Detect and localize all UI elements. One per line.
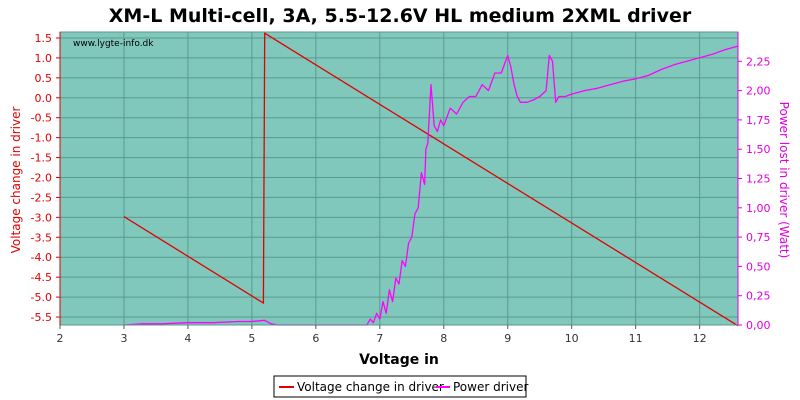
y-left-tick-label: 0.0 <box>35 92 53 105</box>
series-layer <box>123 32 739 327</box>
legend-label-power: Power driver <box>453 380 528 394</box>
y-right-tick-label: 0,00 <box>746 319 771 332</box>
legend: Voltage change in driver Power driver <box>273 375 528 398</box>
y-left-tick-label: -2.0 <box>31 172 52 185</box>
x-tick-label: 7 <box>376 332 383 345</box>
y-right-tick-label: 0,75 <box>746 231 771 244</box>
y-left-tick-label: -2.5 <box>31 191 52 204</box>
legend-box <box>273 375 527 398</box>
x-axis: 2 3 4 5 6 7 8 9 10 11 12 <box>57 325 707 345</box>
legend-label-voltage: Voltage change in driver <box>297 380 444 394</box>
y-right-tick-label: 1,25 <box>746 173 771 186</box>
chart-title: XM-L Multi-cell, 3A, 5.5-12.6V HL medium… <box>109 5 692 27</box>
y-right-tick-label: 1,00 <box>746 202 771 215</box>
y-left-tick-label: 1.5 <box>35 32 53 45</box>
y-right-tick-label: 2,00 <box>746 85 771 98</box>
y-left-tick-label: -4.5 <box>31 271 52 284</box>
x-tick-label: 6 <box>312 332 319 345</box>
y-left-tick-label: -1.5 <box>31 152 52 165</box>
y-left-tick-label: 1.0 <box>35 52 53 65</box>
y-left-tick-label: -4.0 <box>31 251 52 264</box>
y-right-tick-label: 0,50 <box>746 260 771 273</box>
watermark: www.lygte-info.dk <box>73 39 154 49</box>
y-axis-right-title: Power lost in driver (Watt) <box>777 102 791 259</box>
y-right-tick-label: 2,25 <box>746 55 771 68</box>
y-axis-right: 2,25 2,00 1,75 1,50 1,25 1,00 0,75 0,50 0,25 0,00 <box>737 32 771 332</box>
x-tick-label: 2 <box>57 332 64 345</box>
y-left-tick-label: 0.5 <box>35 72 53 85</box>
x-tick-label: 12 <box>693 332 707 345</box>
y-left-tick-label: -5.5 <box>31 311 52 324</box>
y-right-tick-label: 0,25 <box>746 290 771 303</box>
y-left-tick-label: -1.0 <box>31 132 52 145</box>
gridlines <box>59 32 738 325</box>
x-tick-label: 3 <box>120 332 127 345</box>
x-tick-label: 5 <box>248 332 255 345</box>
voltage-change-line <box>123 32 739 327</box>
y-left-tick-label: -3.0 <box>31 211 52 224</box>
x-tick-label: 9 <box>504 332 511 345</box>
power-driver-line <box>123 45 739 326</box>
x-tick-label: 11 <box>629 332 643 345</box>
y-axis-left-title: Voltage change in driver <box>9 107 23 254</box>
y-right-tick-label: 1,50 <box>746 143 771 156</box>
y-left-tick-label: -0.5 <box>31 112 52 125</box>
x-tick-label: 8 <box>440 332 447 345</box>
y-left-tick-label: -5.0 <box>31 291 52 304</box>
x-tick-label: 4 <box>184 332 191 345</box>
y-left-tick-label: -3.5 <box>31 231 52 244</box>
y-axis-left: 1.5 1.0 0.5 0.0 -0.5 -1.0 -1.5 -2.0 -2.5 -3.0 -3.5… <box>31 32 61 325</box>
x-tick-label: 10 <box>565 332 579 345</box>
y-right-tick-label: 1,75 <box>746 114 771 127</box>
x-axis-title: Voltage in <box>359 352 439 368</box>
